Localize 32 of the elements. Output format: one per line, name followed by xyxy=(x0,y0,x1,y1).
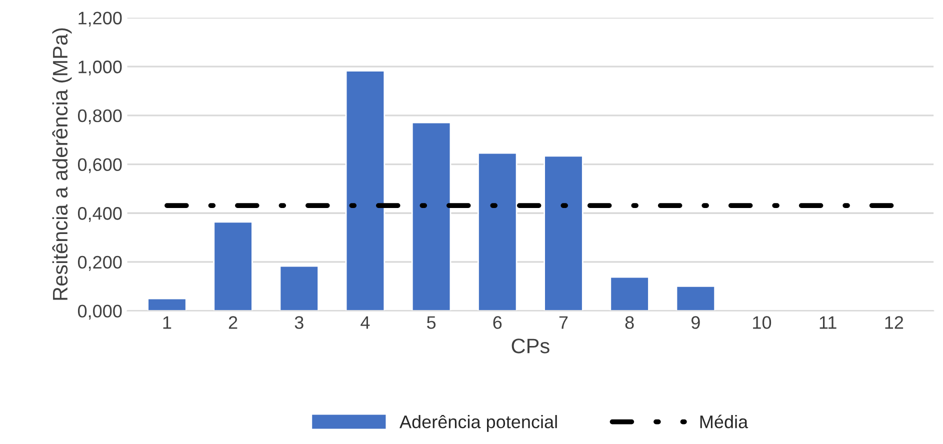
bar xyxy=(279,265,319,311)
y-tick-label: 0,200 xyxy=(78,256,122,271)
x-tick-label: 2 xyxy=(228,316,238,329)
y-tick-label: 0,000 xyxy=(78,304,122,320)
bar xyxy=(676,285,716,311)
x-tick-label: 9 xyxy=(691,316,700,329)
x-tick-label: 5 xyxy=(427,316,436,329)
legend-label: Média xyxy=(700,414,748,428)
bar xyxy=(610,276,650,311)
x-tick-label: 8 xyxy=(625,316,634,329)
bar xyxy=(147,298,187,311)
y-tick-label: 1,200 xyxy=(78,12,122,27)
y-tick-label: 1,000 xyxy=(78,60,122,76)
x-tick-label: 7 xyxy=(559,316,568,329)
x-tick-label: 10 xyxy=(753,316,772,329)
x-tick-label: 6 xyxy=(493,316,502,329)
x-tick-label: 12 xyxy=(885,316,904,329)
bar xyxy=(544,155,584,311)
bar xyxy=(411,122,452,311)
x-axis-title: CPs xyxy=(512,338,550,354)
y-tick-label: 0,800 xyxy=(78,109,122,124)
x-tick-label: 11 xyxy=(820,316,836,329)
y-tick-label: 0,400 xyxy=(78,207,122,222)
y-tick-label: 0,600 xyxy=(78,158,122,174)
x-tick-label: 3 xyxy=(294,316,304,329)
bar xyxy=(213,221,253,311)
y-axis-title: Resitência a aderência (MPa) xyxy=(52,28,72,300)
x-tick-label: 4 xyxy=(360,316,370,329)
legend-label: Aderência potencial xyxy=(400,414,557,432)
bar xyxy=(345,70,386,311)
bar xyxy=(478,152,518,311)
x-tick-label: 1 xyxy=(163,316,172,329)
